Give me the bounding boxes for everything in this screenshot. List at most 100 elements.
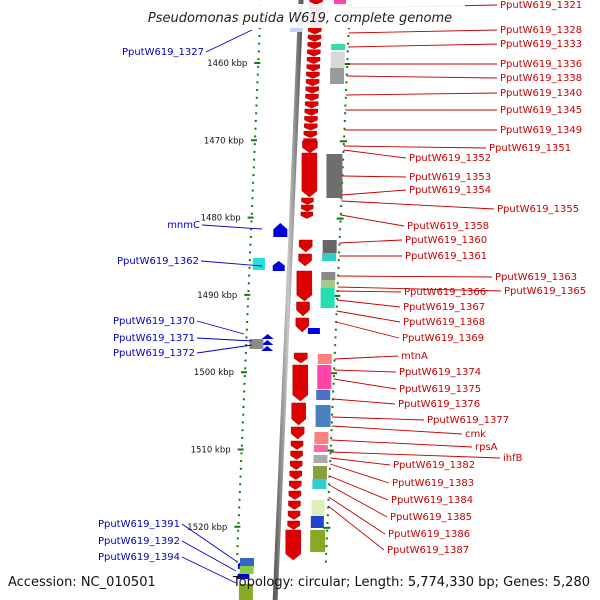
gene-label-mnmc[interactable]: mnmC	[167, 220, 200, 231]
forward-gene-arrow	[304, 108, 319, 116]
gene-label-pputw619_1369[interactable]: PputW619_1369	[402, 333, 484, 344]
minor-tick	[332, 375, 335, 378]
forward-gene-arrow	[298, 239, 313, 253]
gene-label-pputw619_1340[interactable]: PputW619_1340	[500, 88, 582, 99]
gene-label-pputw619_1351[interactable]: PputW619_1351	[489, 143, 571, 154]
gene-label-pputw619_1366[interactable]: PputW619_1366	[404, 287, 486, 298]
leader-line	[196, 320, 245, 335]
gene-label-pputw619_1382[interactable]: PputW619_1382	[393, 460, 475, 471]
gene-label-rpsa[interactable]: rpsA	[475, 442, 498, 453]
leader-line	[334, 355, 399, 360]
gene-label-pputw619_1394[interactable]: PputW619_1394	[98, 552, 180, 563]
gene-label-pputw619_1345[interactable]: PputW619_1345	[500, 105, 582, 116]
gene-label-pputw619_1384[interactable]: PputW619_1384	[391, 495, 473, 506]
gene-label-pputw619_1336[interactable]: PputW619_1336	[500, 59, 582, 70]
minor-tick	[237, 514, 240, 517]
minor-tick	[334, 344, 337, 347]
gene-label-cmk[interactable]: cmk	[465, 429, 486, 440]
gene-label-pputw619_1361[interactable]: PputW619_1361	[405, 251, 487, 262]
minor-tick	[344, 104, 347, 107]
feature-tracks	[237, 0, 346, 600]
forward-gene-arrow	[296, 270, 313, 302]
leader-line	[343, 149, 407, 159]
category-block	[331, 44, 346, 50]
category-block	[317, 354, 332, 364]
gene-label-pputw619_1391[interactable]: PputW619_1391	[98, 519, 180, 530]
minor-tick	[245, 336, 248, 339]
minor-tick	[244, 351, 247, 354]
gene-label-pputw619_1358[interactable]: PputW619_1358	[407, 221, 489, 232]
gene-label-pputw619_1360[interactable]: PputW619_1360	[405, 235, 487, 246]
minor-tick	[335, 305, 338, 308]
minor-tick	[239, 475, 242, 478]
gene-label-pputw619_1367[interactable]: PputW619_1367	[403, 302, 485, 313]
gene-label-pputw619_1386[interactable]: PputW619_1386	[388, 529, 470, 540]
gene-label-pputw619_1363[interactable]: PputW619_1363	[495, 272, 577, 283]
gene-label-pputw619_1375[interactable]: PputW619_1375	[399, 384, 481, 395]
title-backdrop	[135, 4, 465, 28]
gene-label-pputw619_1327[interactable]: PputW619_1327	[122, 47, 204, 58]
category-block	[322, 240, 337, 253]
gene-label-mtna[interactable]: mtnA	[401, 351, 428, 362]
minor-tick	[326, 529, 329, 532]
category-block	[334, 0, 346, 6]
gene-label-pputw619_1387[interactable]: PputW619_1387	[387, 545, 469, 556]
leader-line	[333, 378, 397, 390]
gene-label-ihfb[interactable]: ihfB	[503, 453, 523, 464]
gene-label-pputw619_1376[interactable]: PputW619_1376	[398, 399, 480, 410]
gene-label-pputw619_1349[interactable]: PputW619_1349	[500, 125, 582, 136]
gene-label-pputw619_1333[interactable]: PputW619_1333	[500, 39, 582, 50]
forward-gene-arrow	[292, 364, 309, 402]
leader-line	[342, 175, 407, 178]
gene-label-pputw619_1374[interactable]: PputW619_1374	[399, 367, 481, 378]
category-block	[249, 339, 264, 349]
category-block	[313, 445, 328, 452]
gene-labels[interactable]: PputW619_1321 PputW619_1328 PputW619_1333 P…	[98, 0, 586, 563]
leader-line	[334, 369, 397, 373]
gene-label-pputw619_1354[interactable]: PputW619_1354	[409, 185, 491, 196]
minor-tick	[333, 351, 336, 354]
minor-tick	[326, 514, 329, 517]
minor-tick	[332, 390, 335, 393]
minor-tick	[254, 119, 257, 122]
forward-gene-arrow	[301, 152, 318, 198]
gene-label-pputw619_1321[interactable]: PputW619_1321	[500, 0, 582, 11]
gene-label-pputw619_1328[interactable]: PputW619_1328	[500, 25, 582, 36]
minor-tick	[249, 243, 252, 246]
gene-label-pputw619_1385[interactable]: PputW619_1385	[390, 512, 472, 523]
forward-gene-arrow	[307, 42, 321, 50]
minor-tick	[333, 367, 336, 370]
minor-tick	[327, 491, 330, 494]
gene-label-pputw619_1383[interactable]: PputW619_1383	[392, 478, 474, 489]
gene-label-pputw619_1368[interactable]: PputW619_1368	[403, 317, 485, 328]
gene-label-pputw619_1392[interactable]: PputW619_1392	[98, 536, 180, 547]
gene-label-pputw619_1352[interactable]: PputW619_1352	[409, 153, 491, 164]
gene-label-pputw619_1370[interactable]: PputW619_1370	[113, 316, 195, 327]
gene-label-pputw619_1355[interactable]: PputW619_1355	[497, 204, 579, 215]
gene-label-pputw619_1353[interactable]: PputW619_1353	[409, 172, 491, 183]
minor-tick	[258, 27, 261, 30]
minor-tick	[244, 367, 247, 370]
gene-label-pputw619_1365[interactable]: PputW619_1365	[504, 286, 586, 297]
category-block	[316, 390, 331, 400]
minor-tick	[334, 336, 337, 339]
forward-gene-arrow	[290, 450, 303, 460]
gene-label-pputw619_1371[interactable]: PputW619_1371	[113, 333, 195, 344]
minor-tick	[242, 413, 245, 416]
leader-line	[329, 475, 389, 501]
category-block	[330, 52, 345, 68]
minor-tick	[341, 174, 344, 177]
forward-gene-arrow	[290, 440, 304, 450]
minor-tick	[329, 444, 332, 447]
forward-gene-arrow	[303, 123, 318, 131]
gene-label-pputw619_1372[interactable]: PputW619_1372	[113, 348, 195, 359]
gene-label-pputw619_1362[interactable]: PputW619_1362	[117, 256, 199, 267]
category-block	[240, 558, 255, 566]
category-block	[252, 258, 265, 270]
minor-tick	[241, 421, 244, 424]
minor-tick	[253, 158, 256, 161]
minor-tick	[250, 212, 253, 215]
gene-label-pputw619_1377[interactable]: PputW619_1377	[427, 415, 509, 426]
gene-label-pputw619_1338[interactable]: PputW619_1338	[500, 73, 582, 84]
forward-gene-arrow	[294, 352, 308, 364]
